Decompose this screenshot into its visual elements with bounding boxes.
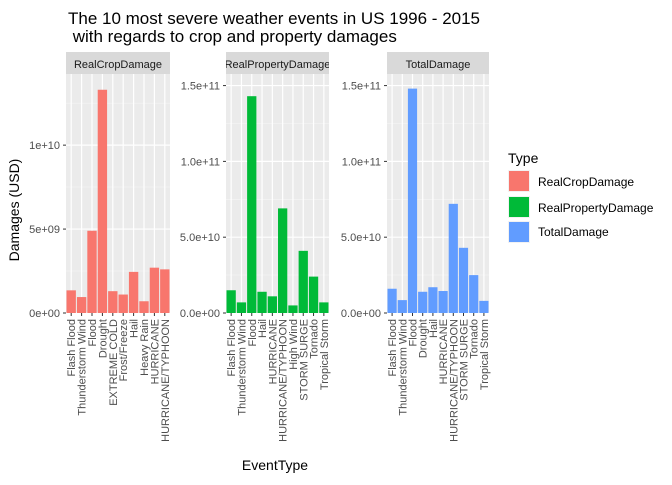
x-tick-label: HURRICANE xyxy=(149,319,161,384)
x-tick-label: Tornado xyxy=(309,319,321,359)
x-tick-label: Hail xyxy=(129,319,141,338)
y-tick-label: 1.0e+11 xyxy=(181,156,220,168)
bar-storm-surge xyxy=(458,247,469,313)
bar-hail xyxy=(257,291,267,313)
x-tick-label: Tropical Storm xyxy=(319,319,331,390)
bar-extreme-cold xyxy=(108,291,118,313)
legend-swatch-totaldamage xyxy=(509,222,529,242)
legend-swatch-realpropertydamage xyxy=(509,197,529,217)
legend-title: Type xyxy=(508,150,539,166)
facet-panels: RealCropDamage 0e+00 5e+09 1e+10 Flash Flood… xyxy=(29,52,491,442)
bar-heavy-rain xyxy=(139,301,149,313)
legend-label-realcropdamage: RealCropDamage xyxy=(538,175,634,189)
legend-item-totaldamage: TotalDamage xyxy=(508,221,609,243)
x-tick-label: EXTREME COLD xyxy=(108,319,120,406)
panel-background xyxy=(226,74,329,313)
x-tick-label: Tropical Storm xyxy=(479,319,491,390)
bar-drought xyxy=(97,89,108,313)
x-tick-label: Thunderstorm Wind xyxy=(236,319,248,416)
x-tick-label: HURRICANE/TYPHOON xyxy=(160,319,172,442)
x-tick-label: High Wind xyxy=(288,319,300,370)
bar-flood xyxy=(407,88,418,313)
x-tick-label: HURRICANE xyxy=(438,319,450,384)
facet-strip-label: RealPropertyDamage xyxy=(225,59,331,71)
legend-item-realcropdamage: RealCropDamage xyxy=(508,170,634,192)
panel-totaldamage: TotalDamage 0.0e+00 5.0e+10 1.0e+11 1.5e+11 F… xyxy=(341,52,491,442)
y-tick-label: 1.0e+11 xyxy=(342,156,381,168)
bar-thunderstorm-wind xyxy=(76,297,87,313)
x-tick-label: Flood xyxy=(408,319,420,347)
bar-flash-flood xyxy=(226,290,236,313)
x-axis-label: EventType xyxy=(242,457,308,473)
bar-thunderstorm-wind xyxy=(236,302,247,313)
y-tick-label: 0.0e+00 xyxy=(341,308,381,320)
chart-title-line2: with regards to crop and property damage… xyxy=(68,27,397,46)
bar-flood xyxy=(87,230,97,313)
facet-strip xyxy=(387,52,489,74)
bar-hurricane xyxy=(267,296,277,313)
bar-tropical-storm xyxy=(319,302,329,313)
y-tick-label: 1e+10 xyxy=(29,140,60,152)
legend-swatch-realcropdamage xyxy=(509,171,529,191)
facet-strip-label: RealCropDamage xyxy=(74,59,162,71)
x-tick-label: Thunderstorm Wind xyxy=(397,319,409,416)
bar-hurricane xyxy=(149,267,160,313)
x-tick-label: Tornado xyxy=(469,319,481,359)
bar-hail xyxy=(128,271,139,313)
bar-hurricane-typhoon xyxy=(160,269,170,313)
x-tick-label: Flood xyxy=(87,319,99,347)
x-tick-label: STORM SURGE xyxy=(459,319,471,401)
bar-flash-flood xyxy=(387,288,397,313)
y-tick-label: 0e+00 xyxy=(29,308,60,320)
y-tick-label: 1.5e+11 xyxy=(342,81,381,93)
x-tick-label: Drought xyxy=(97,319,109,358)
legend-label-realpropertydamage: RealPropertyDamage xyxy=(538,201,654,215)
bar-drought xyxy=(418,291,428,313)
x-tick-label: Flash Flood xyxy=(66,319,78,376)
chart-title-line1: The 10 most severe weather events in US … xyxy=(68,9,480,28)
facet-strip-label: TotalDamage xyxy=(406,59,471,71)
bar-thunderstorm-wind xyxy=(397,300,407,313)
bar-hurricane-typhoon xyxy=(448,203,458,313)
x-tick-label: Thunderstorm Wind xyxy=(77,319,89,416)
facet-strip xyxy=(66,52,170,74)
x-tick-label: Heavy Rain xyxy=(139,319,151,376)
x-tick-label: Hail xyxy=(257,319,269,338)
y-tick-label: 1.5e+11 xyxy=(181,81,220,93)
legend: Type RealCropDamage RealPropertyDamage T… xyxy=(508,150,654,243)
x-tick-label: Frost/Freeze xyxy=(118,319,130,381)
bar-frost-freeze xyxy=(118,294,128,313)
bar-tropical-storm xyxy=(479,300,489,313)
legend-label-totaldamage: TotalDamage xyxy=(538,225,609,239)
y-axis-label: Damages (USD) xyxy=(6,159,22,262)
panel-realcropdamage: RealCropDamage 0e+00 5e+09 1e+10 Flash Flood… xyxy=(29,52,172,442)
bar-hurricane xyxy=(438,291,448,313)
panel-background xyxy=(387,74,489,313)
bar-high-wind xyxy=(288,305,298,313)
legend-item-realpropertydamage: RealPropertyDamage xyxy=(508,196,654,218)
facet-strip xyxy=(226,52,329,74)
bar-flood xyxy=(247,96,257,314)
bar-hail xyxy=(428,287,438,313)
x-tick-label: Flash Flood xyxy=(387,319,399,376)
x-tick-label: HURRICANE/TYPHOON xyxy=(448,319,460,442)
bar-tornado xyxy=(308,276,319,313)
y-tick-label: 5.0e+10 xyxy=(180,232,220,244)
x-tick-label: HURRICANE xyxy=(267,319,279,384)
x-tick-label: Hail xyxy=(428,319,440,338)
x-tick-label: STORM SURGE xyxy=(298,319,310,401)
panel-realpropertydamage: RealPropertyDamage 0.0e+00 5.0e+10 1.0e+11 1… xyxy=(180,52,331,442)
bar-hurricane-typhoon xyxy=(278,208,288,313)
x-tick-label: Flood xyxy=(247,319,259,347)
bar-tornado xyxy=(469,275,479,313)
y-tick-label: 5.0e+10 xyxy=(341,232,381,244)
y-tick-label: 5e+09 xyxy=(29,224,60,236)
x-tick-label: Flash Flood xyxy=(226,319,238,376)
x-tick-label: HURRICANE/TYPHOON xyxy=(278,319,290,442)
y-tick-label: 0.0e+00 xyxy=(180,308,220,320)
bar-storm-surge xyxy=(298,250,308,313)
bar-flash-flood xyxy=(66,290,76,313)
x-tick-label: Drought xyxy=(418,319,430,358)
